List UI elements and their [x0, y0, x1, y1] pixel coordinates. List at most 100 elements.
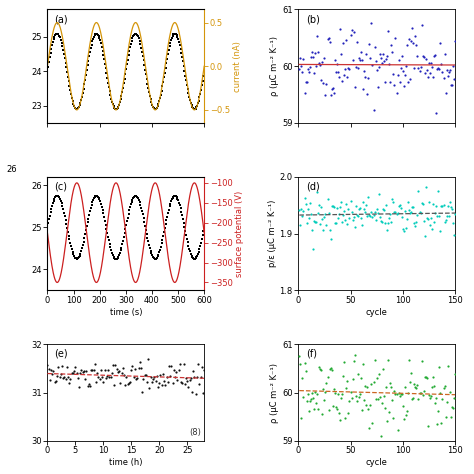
- Point: [299, 374, 306, 382]
- Point: [322, 389, 329, 396]
- Point: [352, 64, 360, 71]
- Point: [432, 202, 440, 210]
- Point: [334, 68, 342, 76]
- Point: [349, 216, 356, 224]
- Point: [305, 407, 312, 415]
- Point: [401, 208, 409, 215]
- Point: [295, 65, 303, 73]
- Point: [366, 401, 374, 409]
- Point: [102, 374, 109, 382]
- Point: [441, 383, 448, 390]
- Point: [193, 374, 201, 381]
- Point: [147, 373, 155, 380]
- Point: [96, 375, 103, 383]
- Point: [335, 73, 343, 81]
- Point: [379, 365, 387, 373]
- Point: [446, 389, 454, 396]
- Point: [44, 362, 51, 369]
- Point: [142, 371, 150, 379]
- Point: [346, 197, 354, 204]
- Point: [166, 373, 174, 380]
- Point: [117, 379, 124, 387]
- Point: [155, 379, 163, 387]
- Point: [430, 218, 438, 226]
- Point: [447, 203, 455, 210]
- Point: [341, 216, 349, 224]
- Point: [384, 219, 392, 227]
- Point: [359, 198, 367, 206]
- Point: [363, 401, 370, 409]
- Point: [422, 374, 429, 381]
- Point: [447, 413, 455, 420]
- Point: [332, 68, 340, 76]
- Point: [448, 404, 456, 411]
- Point: [432, 109, 440, 117]
- Point: [310, 405, 318, 413]
- Point: [335, 410, 343, 417]
- Point: [381, 219, 389, 227]
- Point: [328, 85, 336, 93]
- Point: [323, 380, 330, 387]
- Point: [437, 39, 444, 47]
- Y-axis label: current (nA): current (nA): [233, 41, 242, 91]
- Point: [324, 36, 331, 43]
- Point: [192, 391, 200, 398]
- Point: [414, 53, 421, 60]
- Point: [341, 414, 349, 421]
- Point: [335, 210, 343, 218]
- Point: [374, 83, 382, 91]
- Point: [318, 203, 325, 211]
- Point: [300, 393, 307, 401]
- Point: [352, 392, 360, 400]
- Point: [308, 389, 316, 397]
- Point: [360, 205, 368, 213]
- Point: [118, 369, 125, 377]
- Point: [145, 356, 152, 363]
- Point: [74, 374, 82, 382]
- Point: [445, 68, 453, 76]
- Point: [371, 44, 378, 51]
- Point: [426, 69, 434, 77]
- Point: [375, 370, 383, 378]
- Point: [352, 202, 360, 210]
- Point: [420, 387, 428, 395]
- Point: [59, 374, 67, 381]
- Point: [308, 226, 316, 234]
- Point: [376, 393, 383, 401]
- Point: [373, 205, 381, 213]
- Point: [138, 388, 146, 395]
- Point: [84, 382, 91, 390]
- Point: [297, 54, 304, 62]
- Point: [354, 370, 362, 378]
- Point: [313, 33, 321, 40]
- Point: [444, 72, 452, 79]
- Point: [196, 380, 203, 388]
- Point: [446, 67, 454, 74]
- Point: [95, 374, 102, 381]
- Point: [325, 35, 332, 42]
- Point: [319, 58, 326, 65]
- Point: [345, 64, 352, 72]
- Point: [414, 381, 421, 388]
- Point: [332, 219, 340, 227]
- Point: [323, 221, 330, 228]
- Point: [130, 373, 137, 381]
- Point: [312, 63, 320, 70]
- Point: [63, 363, 71, 371]
- Point: [149, 375, 157, 383]
- Point: [128, 362, 136, 370]
- Point: [397, 64, 404, 72]
- Point: [67, 375, 74, 383]
- Point: [382, 201, 390, 209]
- Point: [380, 392, 388, 400]
- Point: [307, 54, 315, 61]
- Point: [406, 76, 414, 83]
- Point: [54, 372, 61, 380]
- Point: [365, 193, 372, 201]
- Point: [353, 211, 361, 219]
- Point: [355, 393, 363, 401]
- Point: [338, 77, 346, 85]
- Point: [315, 60, 323, 67]
- Point: [75, 383, 83, 390]
- Point: [410, 380, 418, 388]
